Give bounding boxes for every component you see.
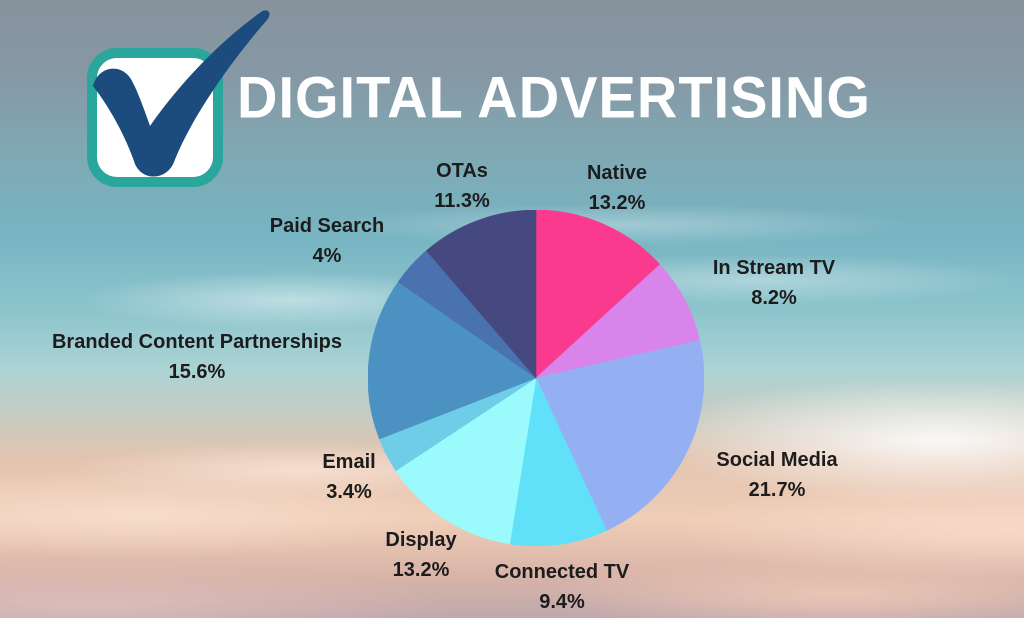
pie-label-email-pct: 3.4% bbox=[326, 481, 372, 503]
pie-slice-branded-content-partnerships bbox=[368, 281, 537, 440]
pie-label-email-name: Email bbox=[322, 451, 376, 473]
pie-label-native: Native 13.2% bbox=[587, 158, 647, 218]
pie-label-paid-search-name: Paid Search bbox=[269, 215, 385, 237]
pie-label-display: Display 13.2% bbox=[385, 525, 456, 585]
pie-label-native-name: Native bbox=[586, 162, 648, 184]
pie-slice-connected-tv bbox=[509, 376, 607, 546]
pie-label-in-stream-tv-pct: 8.2% bbox=[751, 287, 797, 309]
pie-label-social-media-name: Social Media bbox=[716, 449, 838, 471]
checkmark-icon bbox=[93, 10, 270, 177]
page-title: DIGITAL ADVERTISING bbox=[237, 64, 871, 131]
pie-label-otas-name: OTAs bbox=[436, 160, 488, 182]
pie-label-social-media: Social Media 21.7% bbox=[716, 445, 837, 505]
pie-label-in-stream-tv: In Stream TV 8.2% bbox=[713, 253, 835, 313]
pie-slice-social-media bbox=[535, 339, 704, 531]
pie-label-display-pct: 13.2% bbox=[392, 559, 450, 581]
pie-chart bbox=[368, 210, 704, 546]
pie-label-branded-name: Branded Content Partnerships bbox=[51, 331, 343, 353]
pie-label-in-stream-tv-name: In Stream TV bbox=[712, 257, 836, 279]
pie-label-connected-tv-name: Connected TV bbox=[494, 561, 630, 583]
pie-label-email: Email 3.4% bbox=[322, 447, 375, 507]
pie-label-social-media-pct: 21.7% bbox=[748, 479, 806, 501]
pie-label-otas: OTAs 11.3% bbox=[434, 156, 490, 216]
pie-label-branded-pct: 15.6% bbox=[168, 361, 226, 383]
pie-label-paid-search: Paid Search 4% bbox=[270, 211, 385, 271]
pie-label-connected-tv: Connected TV 9.4% bbox=[495, 557, 629, 617]
pie-label-otas-pct: 11.3% bbox=[434, 190, 490, 212]
checkmark-shape bbox=[93, 10, 270, 177]
pie-label-branded-content-partnerships: Branded Content Partnerships 15.6% bbox=[52, 327, 342, 387]
pie-slice-display bbox=[395, 377, 537, 545]
pie-label-paid-search-pct: 4% bbox=[312, 245, 342, 267]
pie-label-connected-tv-pct: 9.4% bbox=[539, 591, 585, 613]
pie-label-native-pct: 13.2% bbox=[588, 192, 646, 214]
pie-slice-native bbox=[535, 210, 661, 379]
pie-slice-otas bbox=[426, 210, 537, 379]
pie-label-display-name: Display bbox=[385, 529, 457, 551]
